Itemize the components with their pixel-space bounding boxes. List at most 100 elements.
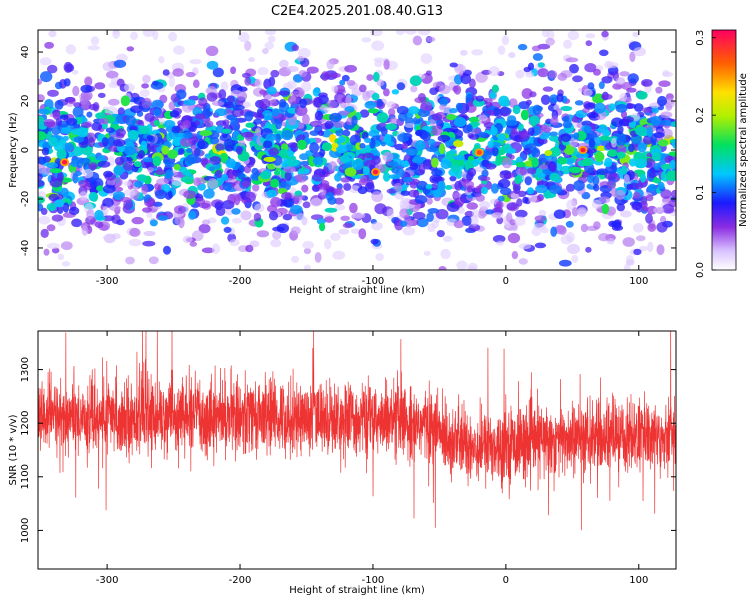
- heatmap-cell: [361, 131, 369, 140]
- heatmap-cell: [148, 256, 159, 265]
- heatmap-cell: [113, 165, 124, 176]
- heatmap-cell: [173, 163, 181, 171]
- x-tick-label: -200: [229, 575, 252, 586]
- heatmap-cell: [426, 212, 434, 223]
- heatmap-cell: [298, 70, 307, 78]
- heatmap-cell: [375, 253, 384, 261]
- heatmap-cell: [393, 182, 403, 192]
- heatmap-cell: [358, 228, 367, 240]
- heatmap-cell: [62, 202, 70, 213]
- heatmap-cell: [471, 49, 484, 56]
- heatmap-cell: [495, 200, 504, 210]
- heatmap-cell: [594, 151, 605, 162]
- heatmap-cell: [71, 218, 83, 228]
- heatmap-cell: [512, 105, 521, 115]
- heatmap-cell: [498, 95, 510, 107]
- heatmap-cell: [350, 228, 361, 234]
- heatmap-cell: [331, 85, 339, 93]
- heatmap-cell: [519, 166, 527, 176]
- heatmap-cell: [665, 103, 673, 111]
- heatmap-cell: [38, 115, 45, 123]
- heatmap-cell: [449, 62, 458, 68]
- heatmap-cell: [598, 233, 610, 242]
- heatmap-cell: [460, 49, 468, 56]
- heatmap-cell: [102, 184, 116, 194]
- heatmap-cell: [376, 98, 383, 107]
- heatmap-cell: [648, 171, 656, 179]
- heatmap-cell: [621, 81, 632, 90]
- heatmap-cell: [622, 237, 635, 247]
- heatmap-cell: [116, 78, 125, 87]
- heatmap-cell: [569, 63, 579, 74]
- heatmap-cell: [272, 196, 282, 208]
- heatmap-cell: [297, 139, 307, 150]
- heatmap-cell: [88, 162, 98, 170]
- heatmap-cell: [567, 243, 580, 255]
- heatmap-cell: [172, 68, 184, 77]
- heatmap-cell: [559, 226, 567, 236]
- heatmap-cell: [128, 238, 142, 247]
- heatmap-cell: [271, 108, 280, 117]
- heatmap-cell: [268, 147, 279, 157]
- heatmap-cell: [576, 130, 587, 141]
- heatmap-cell: [245, 244, 254, 253]
- heatmap-cell: [527, 62, 535, 71]
- heatmap-cell: [437, 134, 451, 142]
- heatmap-cell: [211, 100, 225, 107]
- heatmap-cell: [660, 111, 673, 119]
- heatmap-cell: [598, 196, 611, 204]
- heatmap-cell: [540, 94, 551, 106]
- heatmap-cell: [431, 157, 439, 168]
- heatmap-cell: [479, 201, 491, 209]
- heatmap-cell: [167, 149, 178, 159]
- heatmap-cell: [59, 127, 72, 134]
- heatmap-cell: [422, 159, 433, 170]
- heatmap-cell: [588, 138, 596, 148]
- heatmap-cell: [209, 156, 222, 165]
- heatmap-cell: [470, 128, 482, 135]
- heatmap-cell: [220, 81, 229, 91]
- heatmap-cell: [262, 48, 269, 55]
- spectrogram-y-ticks: -40 -20 0 20 40: [20, 46, 676, 256]
- heatmap-cell: [179, 137, 193, 147]
- heatmap-cell: [329, 112, 342, 123]
- heatmap-cell: [598, 81, 605, 90]
- heatmap-cell: [54, 199, 65, 208]
- heatmap-cell: [270, 69, 280, 78]
- heatmap-cell: [536, 172, 546, 179]
- heatmap-cell: [332, 250, 346, 260]
- heatmap-cell: [268, 210, 279, 221]
- heatmap-cell: [343, 183, 352, 191]
- heatmap-cell: [573, 180, 585, 191]
- heatmap-cell: [534, 242, 547, 249]
- heatmap-cell: [364, 137, 372, 144]
- heatmap-cell: [263, 78, 272, 90]
- heatmap-cell: [491, 84, 499, 94]
- heatmap-cell: [591, 199, 602, 209]
- heatmap-cell: [230, 193, 242, 202]
- heatmap-cell: [193, 79, 200, 88]
- heatmap-cell: [266, 86, 277, 95]
- heatmap-cell: [506, 202, 518, 211]
- heatmap-cell: [367, 108, 379, 114]
- heatmap-cell: [371, 191, 384, 203]
- heatmap-cell: [67, 97, 76, 104]
- heatmap-cell: [568, 166, 582, 174]
- heatmap-cell: [60, 241, 73, 251]
- colorbar-ticks: 0.0 0.1 0.2 0.3: [695, 30, 716, 278]
- heatmap-cell: [359, 109, 370, 118]
- heatmap-cell: [514, 175, 521, 185]
- heatmap-cell: [80, 84, 93, 93]
- heatmap-cell: [63, 61, 73, 73]
- heatmap-cell: [265, 121, 272, 129]
- snr-panel: -300 -200 -100 0 100 1000 1100 1200 1300 Height…: [8, 330, 677, 596]
- heatmap-peak: [61, 159, 68, 165]
- heatmap-cell: [43, 119, 56, 128]
- heatmap-cell: [466, 124, 473, 133]
- heatmap-cell: [238, 140, 246, 147]
- heatmap-cell: [467, 167, 477, 177]
- heatmap-cell: [230, 66, 237, 75]
- heatmap-cell: [41, 147, 50, 156]
- heatmap-cell: [671, 189, 676, 200]
- heatmap-cell: [647, 183, 657, 192]
